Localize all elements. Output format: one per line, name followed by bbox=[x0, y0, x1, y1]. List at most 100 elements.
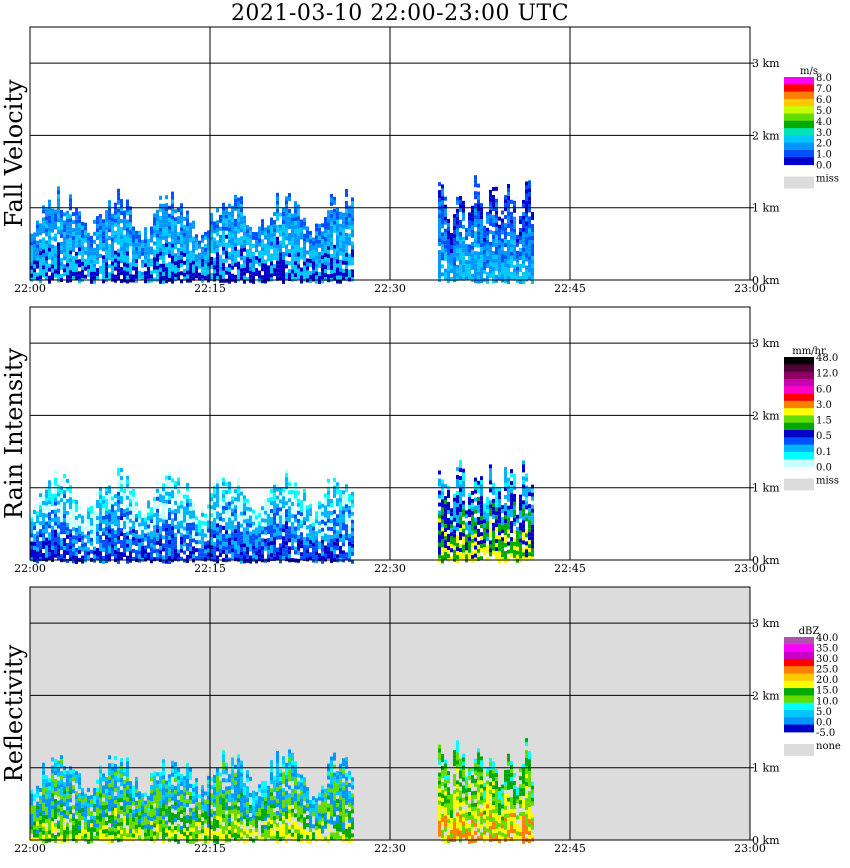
echo-pixel bbox=[321, 559, 324, 564]
echo-pixel bbox=[75, 791, 78, 796]
colorbar-swatch bbox=[784, 91, 814, 100]
echo-pixel bbox=[192, 530, 195, 535]
echo-pixel bbox=[99, 777, 102, 782]
echo-pixel bbox=[39, 541, 42, 546]
echo-pixel bbox=[30, 273, 33, 278]
echo-pixel bbox=[321, 247, 324, 252]
colorbar-swatch bbox=[784, 135, 814, 144]
echo-pixel bbox=[249, 547, 252, 552]
echo-pixel bbox=[243, 547, 246, 552]
echo-pixel bbox=[72, 511, 75, 516]
echo-pixel bbox=[51, 545, 54, 550]
echo-pixel bbox=[117, 555, 120, 560]
echo-pixel bbox=[111, 540, 114, 545]
echo-pixel bbox=[186, 522, 189, 527]
echo-pixel bbox=[147, 540, 150, 545]
echo-pixel bbox=[291, 249, 294, 254]
echo-pixel bbox=[522, 476, 525, 481]
echo-pixel bbox=[462, 540, 465, 545]
echo-pixel bbox=[453, 501, 456, 506]
echo-pixel bbox=[159, 498, 162, 503]
echo-pixel bbox=[474, 481, 477, 486]
x-tick-label: 22:00 bbox=[14, 282, 46, 295]
echo-pixel bbox=[345, 268, 348, 273]
echo-pixel bbox=[486, 544, 489, 549]
echo-pixel bbox=[177, 525, 180, 530]
echo-pixel bbox=[297, 506, 300, 511]
echo-pixel bbox=[99, 833, 102, 838]
echo-pixel bbox=[480, 492, 483, 497]
echo-pixel bbox=[123, 242, 126, 247]
echo-pixel bbox=[114, 780, 117, 785]
echo-pixel bbox=[69, 194, 72, 199]
echo-pixel bbox=[237, 249, 240, 254]
echo-pixel bbox=[69, 517, 72, 522]
echo-pixel bbox=[66, 238, 69, 243]
colorbar-label: 6.0 bbox=[816, 95, 832, 106]
echo-pixel bbox=[525, 265, 528, 270]
echo-pixel bbox=[348, 553, 351, 558]
echo-pixel bbox=[198, 552, 201, 557]
echo-pixel bbox=[180, 223, 183, 228]
echo-pixel bbox=[207, 540, 210, 545]
echo-pixel bbox=[342, 490, 345, 495]
echo-pixel bbox=[60, 763, 63, 768]
echo-pixel bbox=[513, 501, 516, 506]
echo-pixel bbox=[303, 557, 306, 561]
echo-pixel bbox=[87, 272, 90, 277]
echo-pixel bbox=[87, 547, 90, 552]
echo-pixel bbox=[495, 527, 498, 532]
echo-pixel bbox=[489, 464, 492, 469]
echo-pixel bbox=[492, 267, 495, 271]
echo-pixel bbox=[183, 534, 186, 539]
echo-pixel bbox=[180, 544, 183, 549]
echo-pixel bbox=[162, 263, 165, 268]
echo-pixel bbox=[507, 208, 510, 212]
echo-pixel bbox=[216, 511, 219, 516]
echo-pixel bbox=[513, 537, 516, 542]
echo-pixel bbox=[138, 514, 141, 519]
echo-pixel bbox=[504, 239, 507, 244]
echo-pixel bbox=[519, 228, 522, 232]
echo-pixel bbox=[201, 520, 204, 525]
echo-pixel bbox=[171, 243, 174, 248]
echo-pixel bbox=[69, 505, 72, 510]
echo-pixel bbox=[108, 831, 111, 836]
echo-pixel bbox=[522, 468, 525, 473]
echo-pixel bbox=[447, 219, 450, 223]
echo-pixel bbox=[150, 547, 153, 552]
echo-pixel bbox=[99, 241, 102, 246]
echo-pixel bbox=[438, 518, 441, 523]
echo-pixel bbox=[471, 213, 474, 218]
echo-pixel bbox=[276, 551, 279, 556]
echo-pixel bbox=[312, 546, 315, 551]
echo-pixel bbox=[114, 274, 117, 279]
echo-pixel bbox=[312, 518, 315, 523]
echo-pixel bbox=[60, 538, 63, 543]
echo-pixel bbox=[201, 266, 204, 271]
echo-pixel bbox=[309, 259, 312, 263]
echo-pixel bbox=[297, 204, 300, 209]
echo-pixel bbox=[201, 258, 204, 263]
echo-pixel bbox=[474, 529, 477, 534]
echo-pixel bbox=[123, 254, 126, 259]
echo-pixel bbox=[48, 211, 51, 216]
echo-pixel bbox=[492, 263, 495, 267]
echo-pixel bbox=[288, 193, 291, 197]
echo-pixel bbox=[342, 522, 345, 527]
echo-pixel bbox=[279, 503, 282, 508]
echo-pixel bbox=[132, 246, 135, 251]
echo-pixel bbox=[150, 551, 153, 556]
echo-pixel bbox=[243, 271, 246, 276]
echo-pixel bbox=[78, 837, 81, 842]
echo-pixel bbox=[228, 545, 231, 550]
echo-pixel bbox=[276, 519, 279, 524]
echo-pixel bbox=[465, 534, 468, 539]
echo-pixel bbox=[528, 228, 531, 233]
echo-pixel bbox=[165, 535, 168, 540]
echo-pixel bbox=[78, 227, 81, 232]
echo-pixel bbox=[42, 265, 45, 270]
echo-pixel bbox=[36, 559, 39, 564]
echo-pixel bbox=[66, 790, 69, 795]
echo-pixel bbox=[507, 541, 510, 546]
